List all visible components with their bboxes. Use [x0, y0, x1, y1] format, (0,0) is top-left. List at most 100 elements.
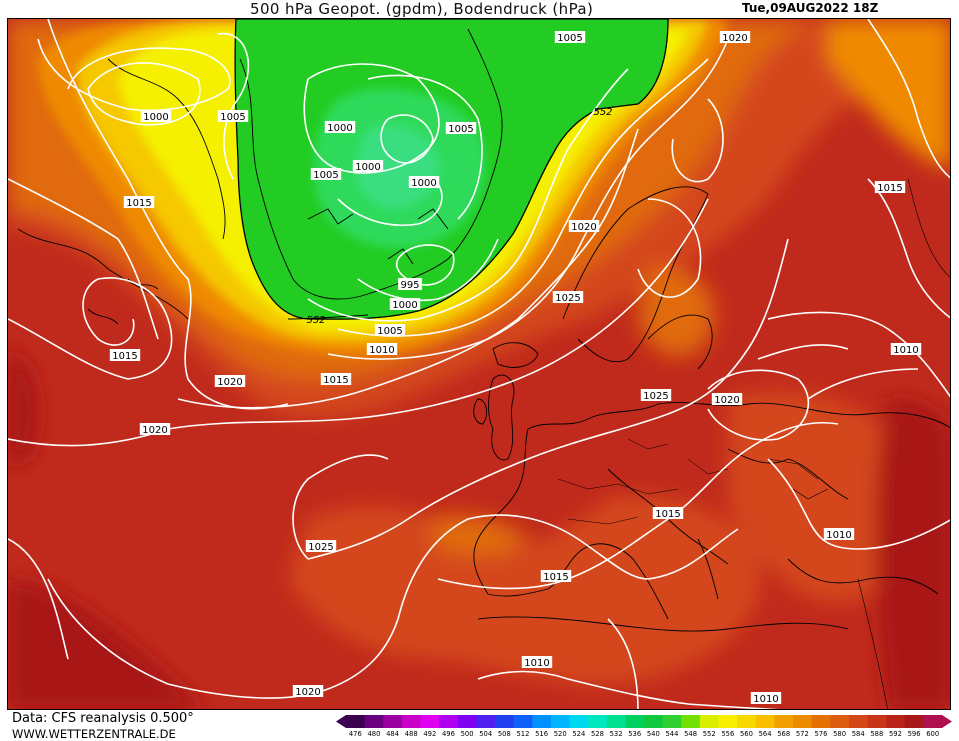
isobar-label-text: 1010	[826, 530, 851, 541]
isobar-label-text: 1025	[643, 391, 668, 402]
isobar-label-box	[540, 570, 572, 582]
colorbar-segment	[606, 715, 626, 728]
colorbar-segment	[588, 715, 608, 728]
isobar-label: 1020	[214, 375, 246, 388]
colorbar-tick-label: 532	[609, 730, 623, 738]
colorbar-tick-label: 540	[646, 730, 660, 738]
colorbar-tick-label: 560	[739, 730, 753, 738]
isobars	[8, 19, 950, 709]
colorbar-tick-label: 536	[628, 730, 642, 738]
isobar-label-text: 1020	[722, 33, 747, 44]
colorbar-segment	[662, 715, 682, 728]
isobar-label-text: 1005	[448, 124, 473, 135]
colorbar-segment	[439, 715, 459, 728]
isobar-label: 1005	[217, 110, 249, 123]
colorbar-tick-label: 588	[870, 730, 884, 738]
colorbar-segment	[364, 715, 384, 728]
isobar-label: 1020	[292, 685, 324, 698]
colorbar-segment	[830, 715, 850, 728]
colorbar-segment	[755, 715, 775, 728]
colorbar-tick-label: 496	[441, 730, 455, 738]
colorbar-tick-label: 544	[665, 730, 679, 738]
colorbar-right-arrow	[942, 715, 952, 728]
geopotential-contour-label: 552	[593, 107, 612, 118]
isobar-label: 1020	[711, 393, 743, 406]
isobar-label-box	[217, 110, 249, 122]
colorbar-tick-label: 524	[572, 730, 586, 738]
isobar-label-box	[366, 343, 398, 355]
isobar-label: 1015	[652, 507, 684, 520]
colorbar-tick-label: 584	[851, 730, 865, 738]
isobar-label-text: 1015	[112, 351, 137, 362]
isobar-label-text: 1015	[655, 509, 680, 520]
isobar-label-text: 1025	[555, 293, 580, 304]
isobar-label: 1020	[568, 220, 600, 233]
colorbar-segment	[848, 715, 868, 728]
colorbar-tick-label: 528	[590, 730, 604, 738]
isobar-label: 1010	[366, 343, 398, 356]
colorbar-segment	[718, 715, 738, 728]
isobar-label-box	[640, 389, 672, 401]
isobar-label-box	[310, 168, 342, 180]
valid-datetime: Tue,09AUG2022 18Z	[742, 1, 879, 15]
isobar-label-text: 1010	[753, 694, 778, 705]
isobar-label-text: 1025	[308, 542, 333, 553]
colorbar-tick-label: 568	[777, 730, 791, 738]
colorbar-tick-label: 504	[479, 730, 493, 738]
colorbar-left-arrow	[336, 715, 346, 728]
colorbar-segment	[550, 715, 570, 728]
isobar-label: 1025	[640, 389, 672, 402]
isobar-label: 1005	[310, 168, 342, 181]
isobar-label-text: 1005	[557, 33, 582, 44]
colorbar-segment	[904, 715, 924, 728]
colorbar-tick-label: 484	[386, 730, 400, 738]
colorbar-tick-label: 556	[721, 730, 735, 738]
chart-title: 500 hPa Geopot. (gpdm), Bodendruck (hPa)	[250, 0, 594, 18]
isobar-label-text: 1020	[295, 687, 320, 698]
geopotential-contour-label-text: 552	[306, 315, 325, 326]
isobar-label: 1020	[139, 423, 171, 436]
isobar-label: 1020	[719, 31, 751, 44]
colorbar-segment	[737, 715, 757, 728]
weather-map[interactable]: 1000 1005 1005 1000 1005 1005 1000 1000 1015 995 1…	[7, 18, 951, 710]
isobar-label-box	[408, 176, 440, 188]
colorbar-segment	[625, 715, 645, 728]
isobar-label-box	[292, 685, 324, 697]
isobar-label: 1015	[540, 570, 572, 583]
website-credit[interactable]: WWW.WETTERZENTRALE.DE	[12, 727, 176, 741]
colorbar-segment	[774, 715, 794, 728]
isobar-label: 1000	[389, 298, 421, 311]
colorbar-segment	[401, 715, 421, 728]
isobar-label-box	[823, 528, 855, 540]
isobar-label: 1000	[324, 121, 356, 134]
colorbar-segment	[495, 715, 515, 728]
isobar-label: 1000	[408, 176, 440, 189]
colorbar-tick-label: 596	[907, 730, 921, 738]
colorbar-tick-label: 576	[814, 730, 828, 738]
colorbar-tick-label: 480	[367, 730, 381, 738]
isobar-label-text: 1015	[877, 183, 902, 194]
colorbar-segment	[811, 715, 831, 728]
isobar-label-text: 1020	[217, 377, 242, 388]
colorbar-segment	[923, 715, 943, 728]
colorbar-segment	[457, 715, 477, 728]
colorbar-tick-label: 520	[553, 730, 567, 738]
isobar-label-box	[652, 507, 684, 519]
isobar-label: 1005	[554, 31, 586, 44]
isobar-label-box	[123, 196, 155, 208]
isobar-label-box	[890, 343, 922, 355]
colorbar	[336, 715, 952, 728]
colorbar-tick-label: 512	[516, 730, 530, 738]
isobar-label: 1010	[750, 692, 782, 705]
isobar-label: 1025	[552, 291, 584, 304]
isobar-label-box	[719, 31, 751, 43]
colorbar-tick-labels: 476 480 484 488 492 496 500 504 508 512 516 520 524 5…	[343, 730, 947, 741]
isobar-label-text: 1000	[411, 178, 436, 189]
colorbar-tick-label: 508	[497, 730, 511, 738]
isobar-label-box	[750, 692, 782, 704]
isobar-label: 1015	[874, 181, 906, 194]
isobar-label-box	[139, 423, 171, 435]
colorbar-tick-label: 492	[423, 730, 437, 738]
isobar-label-box	[305, 540, 337, 552]
colorbar-tick-label: 516	[535, 730, 549, 738]
